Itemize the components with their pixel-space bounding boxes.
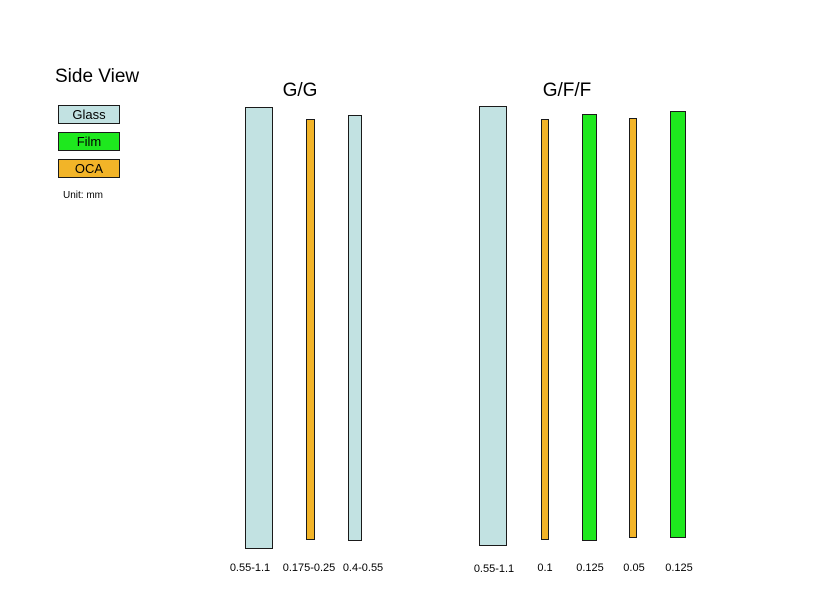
stack-gff-layer-glass	[479, 106, 507, 546]
thickness-label: 0.125	[665, 562, 693, 574]
legend-title: Side View	[55, 66, 140, 87]
legend-item-glass: Glass	[58, 105, 120, 124]
legend-item-oca: OCA	[58, 159, 120, 178]
stack-gff-layer-film-2	[670, 111, 686, 538]
stack-gff-layer-film	[582, 114, 597, 541]
legend-item-film: Film	[58, 132, 120, 151]
stack-gff-layer-oca-2	[629, 118, 637, 538]
stack-gg-layer-glass	[245, 107, 273, 549]
stack-gff-layer-oca	[541, 119, 549, 540]
thickness-label: 0.55-1.1	[473, 563, 515, 575]
thickness-label: 0.4-0.55	[342, 562, 384, 574]
thickness-label: 0.05	[623, 562, 645, 574]
thickness-label: 0.125	[576, 562, 604, 574]
stack-gg-layer-oca	[306, 119, 315, 540]
thickness-label: 0.175-0.25	[282, 562, 336, 574]
thickness-label: 0.1	[537, 562, 553, 574]
stack-gg-layer-glass-2	[348, 115, 362, 541]
unit-label: Unit: mm	[63, 190, 103, 201]
stack-title-gg: G/G	[282, 80, 318, 101]
thickness-label: 0.55-1.1	[229, 562, 271, 574]
stack-title-gff: G/F/F	[542, 80, 592, 101]
